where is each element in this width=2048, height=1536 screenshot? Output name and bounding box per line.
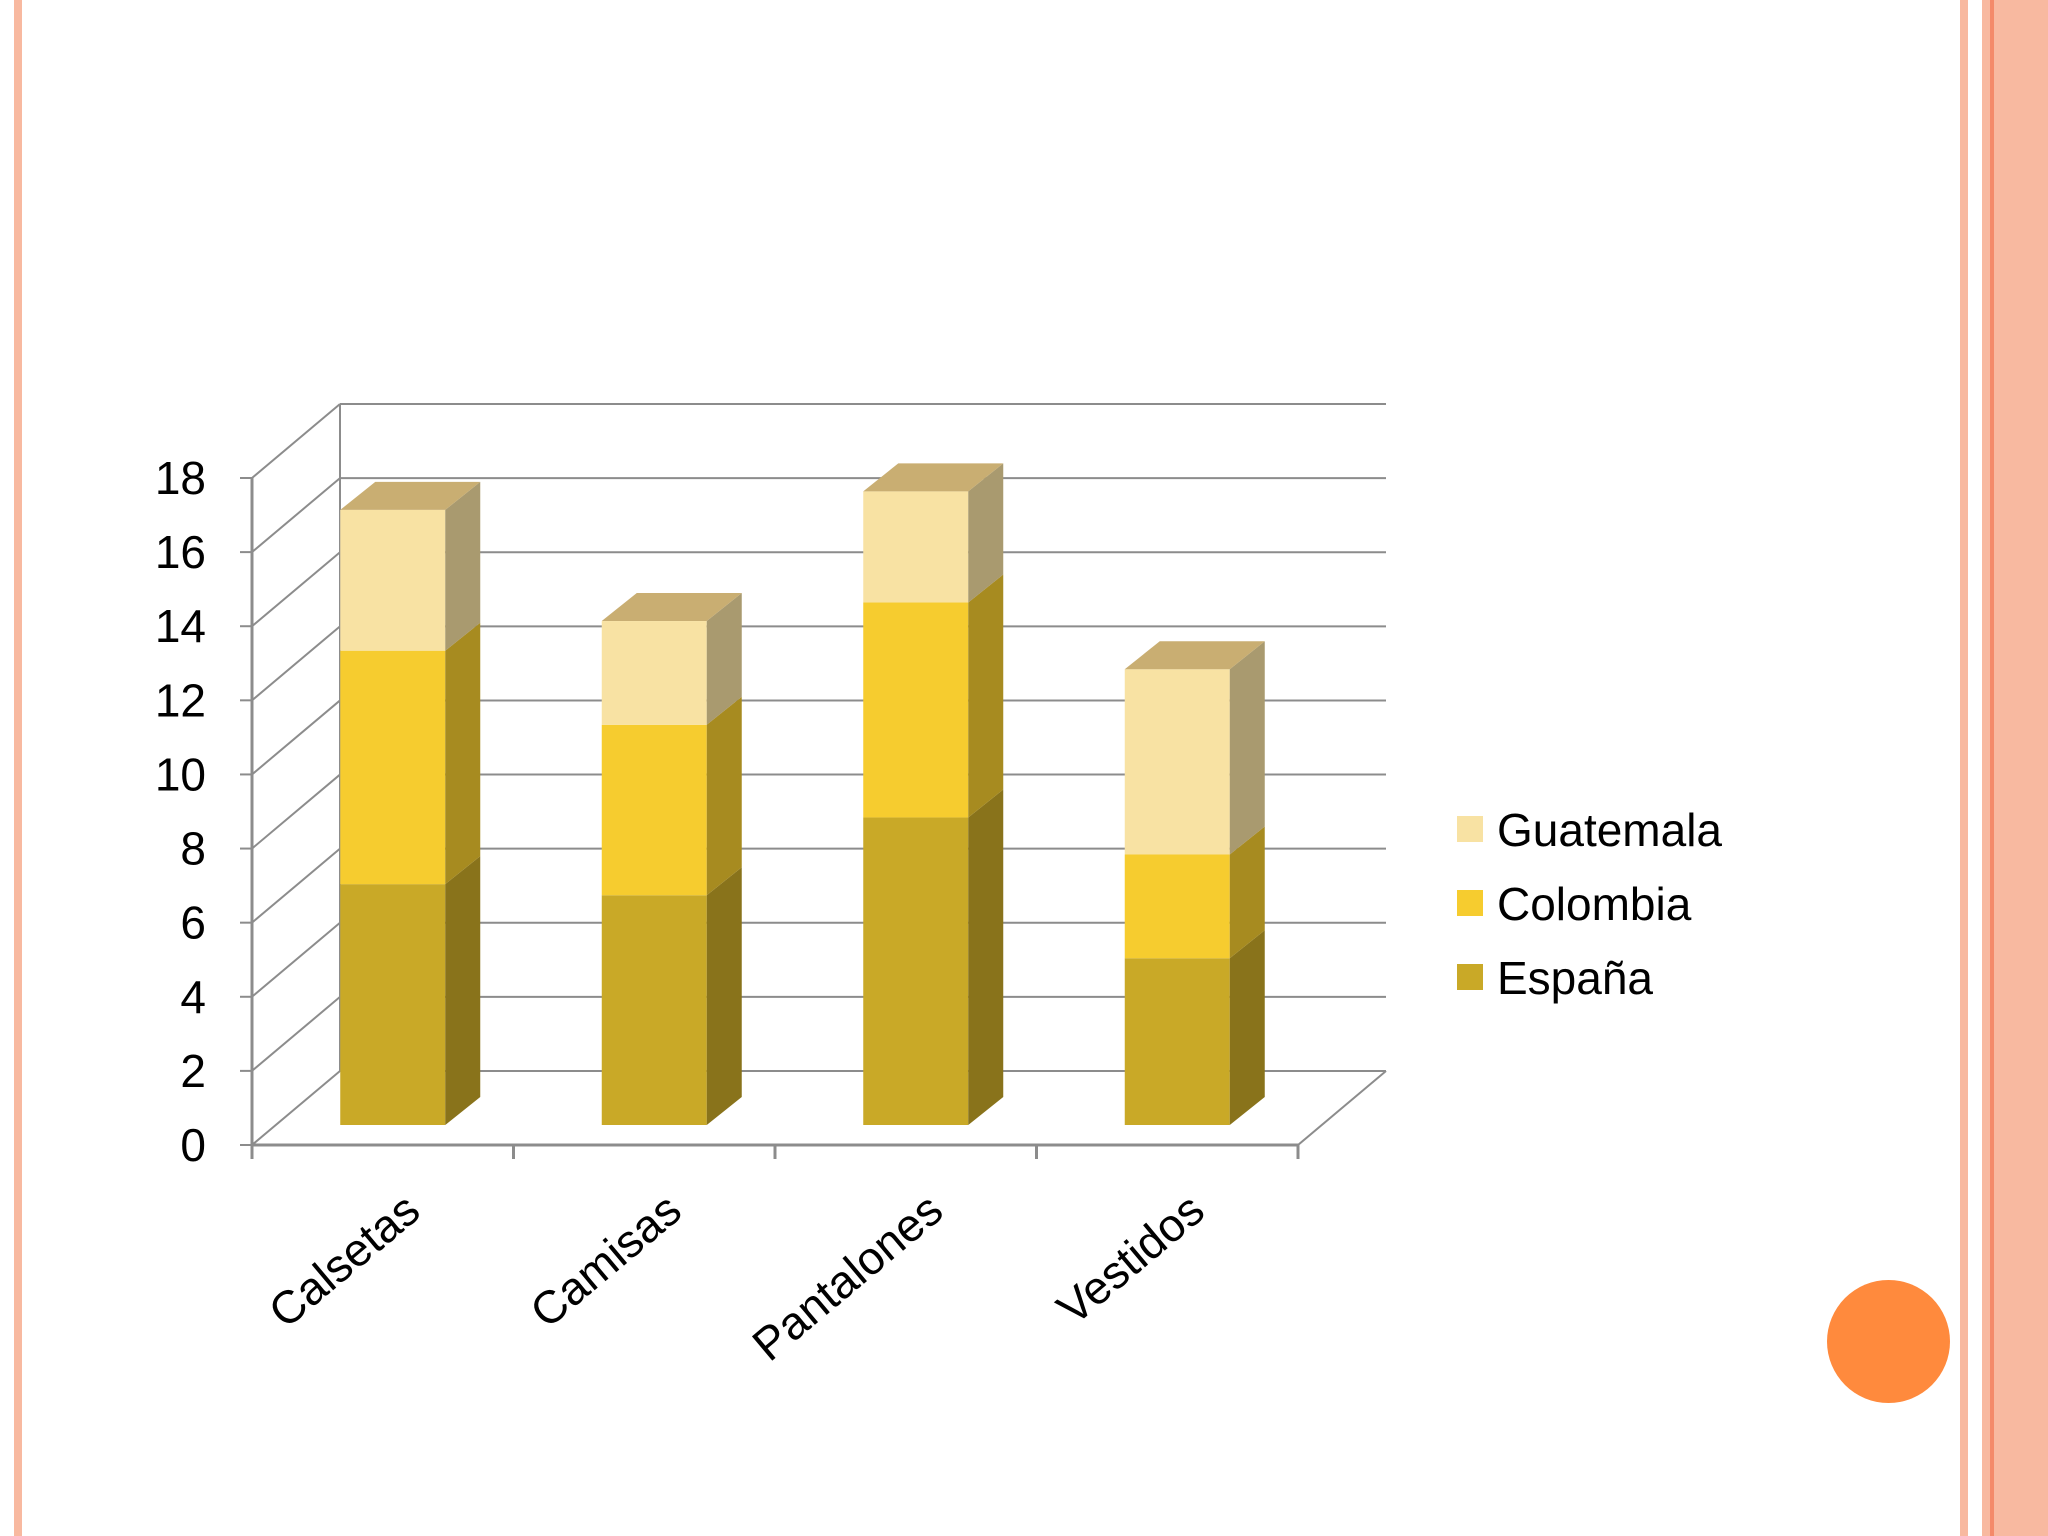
gridline-depth	[251, 477, 341, 553]
legend-label: España	[1497, 952, 1653, 1004]
right-border-stripe-outer	[1960, 0, 1968, 1536]
legend-swatch	[1457, 890, 1483, 916]
bar-front-face	[601, 895, 707, 1125]
bar-side-face	[445, 481, 481, 651]
chart-axes	[240, 477, 1300, 1159]
gridline-depth	[251, 847, 341, 924]
bar-top-face	[601, 593, 742, 622]
bar-side-face	[706, 593, 742, 725]
bar-segment-colombia	[1124, 826, 1265, 959]
y-tick-label: 8	[180, 823, 206, 875]
x-category-label: Calsetas	[259, 1183, 430, 1338]
legend-item: España	[1457, 952, 1653, 1004]
y-tick-label: 18	[155, 452, 206, 504]
x-category-label: Pantalones	[742, 1183, 952, 1371]
y-tick-label: 6	[180, 897, 206, 949]
bar-side-face	[968, 789, 1004, 1125]
right-border-stripe-line	[1990, 0, 1994, 1536]
bar-front-face	[340, 884, 446, 1125]
bar-front-face	[863, 817, 969, 1125]
decorative-orange-circle	[1827, 1280, 1950, 1403]
left-border-stripe	[14, 0, 22, 1536]
bar-side-face	[706, 696, 742, 896]
bar-side-face	[968, 463, 1004, 603]
gridline-depth	[251, 996, 341, 1072]
bar-front-face	[1124, 669, 1230, 855]
legend-swatch	[1457, 964, 1483, 990]
bar-segment-colombia	[863, 574, 1004, 818]
legend-item: Guatemala	[1457, 804, 1722, 856]
bar-segment-españa	[601, 867, 742, 1125]
bar-segment-guatemala	[1124, 641, 1265, 855]
gridline-depth	[251, 403, 341, 479]
bar-front-face	[340, 509, 446, 651]
y-tick-label: 4	[180, 971, 206, 1023]
bar-top-face	[1124, 641, 1265, 670]
x-axis-category-labels: Calsetas Camisas Pantalones Vestidos	[259, 1183, 1214, 1371]
bar-segment-colombia	[340, 622, 481, 885]
chart-side-wall	[251, 403, 1387, 1146]
bar-segment-españa	[340, 856, 481, 1125]
bar-front-face	[1124, 958, 1230, 1125]
bar-side-face	[445, 622, 481, 885]
bar-side-face	[1229, 826, 1265, 959]
legend-swatch	[1457, 816, 1483, 842]
bar-segment-guatemala	[601, 593, 742, 725]
gridline-depth	[251, 773, 341, 850]
bar-segment-guatemala	[863, 463, 1004, 603]
gridline-depth	[251, 551, 341, 627]
bar-segment-guatemala	[340, 481, 481, 651]
legend-label: Colombia	[1497, 878, 1692, 930]
bar-side-face	[706, 867, 742, 1125]
bar-side-face	[1229, 930, 1265, 1125]
gridline-depth	[251, 1070, 341, 1146]
bar-segment-españa	[863, 789, 1004, 1125]
bar-side-face	[968, 574, 1004, 818]
bar-segment-españa	[1124, 930, 1265, 1125]
y-tick-label: 12	[155, 674, 206, 726]
bar-front-face	[863, 602, 969, 818]
y-tick-label: 2	[180, 1045, 206, 1097]
y-tick-label: 14	[155, 600, 206, 652]
bar-side-face	[1229, 641, 1265, 855]
x-category-label: Vestidos	[1047, 1183, 1214, 1335]
bar-front-face	[340, 650, 446, 885]
chart-legend: Guatemala Colombia España	[1457, 804, 1722, 1004]
legend-label: Guatemala	[1497, 804, 1722, 856]
chart-back-wall	[340, 403, 1386, 1072]
bar-front-face	[1124, 854, 1230, 959]
bar-side-face	[445, 856, 481, 1125]
chart-bars	[340, 463, 1265, 1125]
gridline-depth	[251, 625, 341, 702]
bar-front-face	[863, 491, 969, 603]
bar-segment-colombia	[601, 696, 742, 896]
bar-top-face	[863, 463, 1004, 492]
y-tick-label: 16	[155, 526, 206, 578]
y-tick-label: 10	[155, 748, 206, 800]
y-axis-tick-labels: 0 2 4 6 8 10 12 14 16 18	[155, 452, 206, 1171]
bar-top-face	[340, 481, 481, 510]
legend-item: Colombia	[1457, 878, 1692, 930]
gridline-depth	[251, 699, 341, 776]
bar-front-face	[601, 724, 707, 896]
x-category-label: Camisas	[520, 1183, 690, 1338]
floor-right-edge	[1297, 1070, 1387, 1146]
y-tick-label: 0	[180, 1119, 206, 1171]
bar-front-face	[601, 621, 707, 725]
gridline-depth	[251, 922, 341, 998]
